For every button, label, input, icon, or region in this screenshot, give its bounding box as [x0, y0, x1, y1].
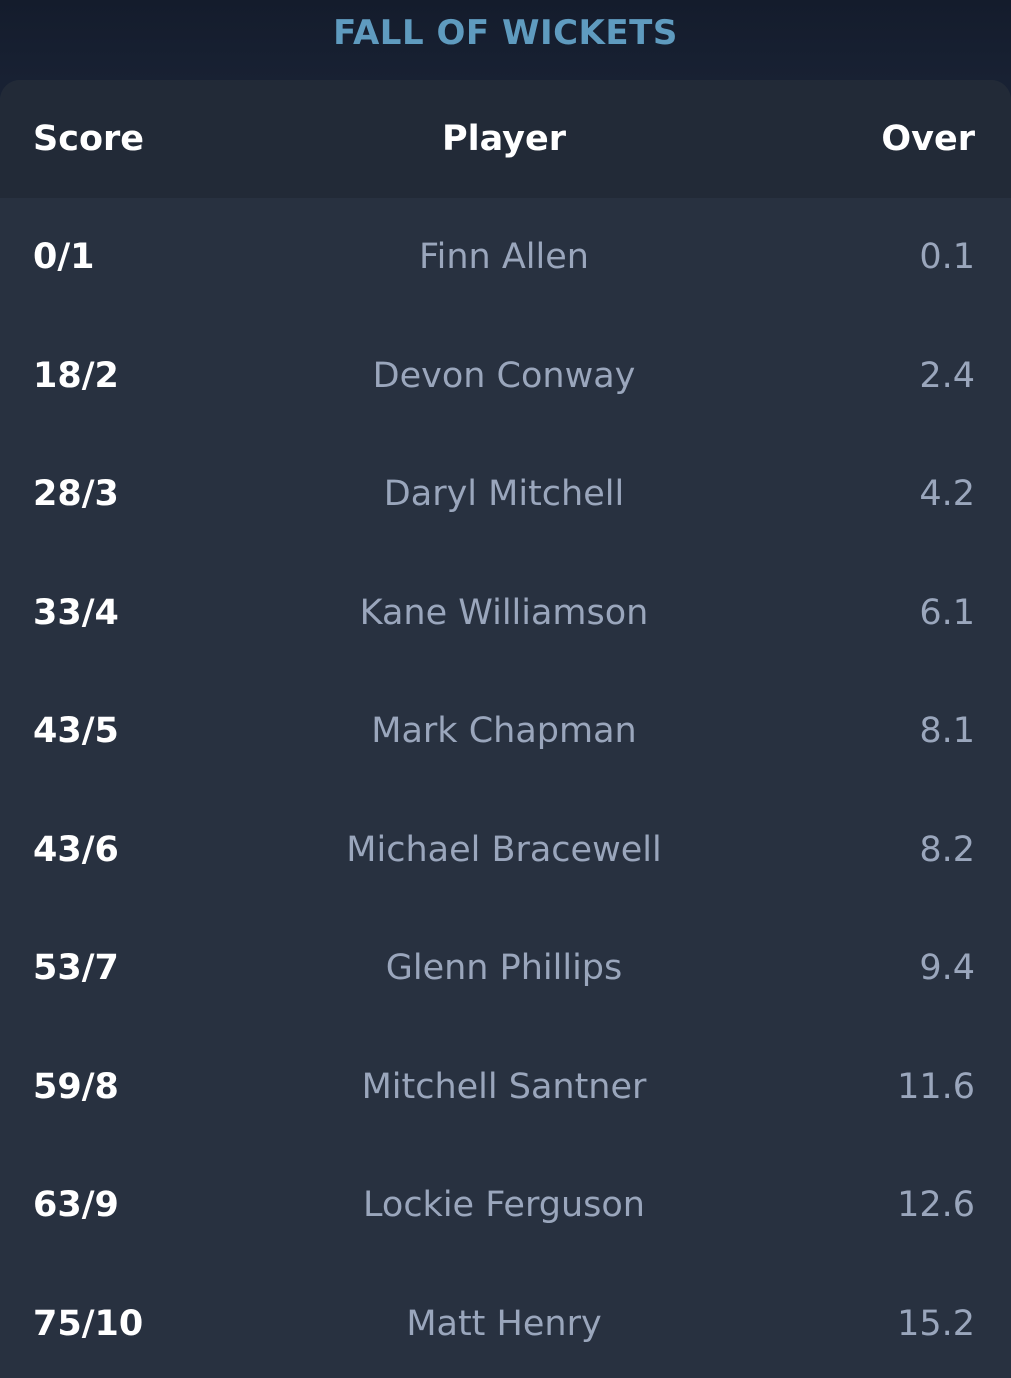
column-header-over: Over [881, 119, 975, 159]
wicket-score: 43/6 [33, 829, 119, 870]
wicket-over: 8.1 [919, 711, 975, 752]
column-header-score: Score [33, 119, 144, 159]
wicket-over: 12.6 [897, 1185, 975, 1226]
wicket-over: 2.4 [919, 355, 975, 396]
column-header-player: Player [441, 119, 566, 159]
player-name[interactable]: Lockie Ferguson [363, 1185, 645, 1226]
wickets-list: 0/1 Finn Allen 0.1 18/2 Devon Conway 2.4… [0, 198, 1011, 1378]
wicket-score: 75/10 [33, 1303, 144, 1344]
player-name[interactable]: Michael Bracewell [346, 829, 662, 870]
wicket-over: 15.2 [897, 1303, 975, 1344]
table-row: 53/7 Glenn Phillips 9.4 [0, 909, 1011, 1028]
table-row: 43/5 Mark Chapman 8.1 [0, 672, 1011, 791]
table-row: 43/6 Michael Bracewell 8.2 [0, 791, 1011, 910]
wicket-over: 11.6 [897, 1066, 975, 1107]
wicket-over: 4.2 [919, 474, 975, 515]
table-row: 63/9 Lockie Ferguson 12.6 [0, 1146, 1011, 1265]
table-row: 59/8 Mitchell Santner 11.6 [0, 1028, 1011, 1147]
wicket-score: 63/9 [33, 1185, 119, 1226]
player-name[interactable]: Daryl Mitchell [383, 474, 625, 515]
table-row: 28/3 Daryl Mitchell 4.2 [0, 435, 1011, 554]
table-row: 75/10 Matt Henry 15.2 [0, 1265, 1011, 1378]
table-header: Score Player Over [0, 80, 1011, 198]
player-name[interactable]: Matt Henry [406, 1303, 602, 1344]
wicket-over: 0.1 [919, 237, 975, 278]
wicket-score: 53/7 [33, 948, 119, 989]
table-row: 33/4 Kane Williamson 6.1 [0, 554, 1011, 673]
wicket-score: 33/4 [33, 592, 119, 633]
wicket-score: 28/3 [33, 474, 119, 515]
player-name[interactable]: Kane Williamson [359, 592, 649, 633]
table-row: 0/1 Finn Allen 0.1 [0, 198, 1011, 317]
player-name[interactable]: Devon Conway [372, 355, 636, 396]
player-name[interactable]: Mark Chapman [371, 711, 637, 752]
section-title: FALL OF WICKETS [333, 13, 678, 53]
player-name[interactable]: Finn Allen [419, 237, 589, 278]
wicket-over: 9.4 [919, 948, 975, 989]
player-name[interactable]: Glenn Phillips [385, 948, 623, 989]
wicket-score: 43/5 [33, 711, 119, 752]
wicket-score: 0/1 [33, 237, 95, 278]
fall-of-wickets-table: Score Player Over 0/1 Finn Allen 0.1 18/… [0, 80, 1011, 1378]
wicket-over: 8.2 [919, 829, 975, 870]
wicket-over: 6.1 [919, 592, 975, 633]
player-name[interactable]: Mitchell Santner [361, 1066, 647, 1107]
table-row: 18/2 Devon Conway 2.4 [0, 317, 1011, 436]
wicket-score: 59/8 [33, 1066, 119, 1107]
wicket-score: 18/2 [33, 355, 119, 396]
